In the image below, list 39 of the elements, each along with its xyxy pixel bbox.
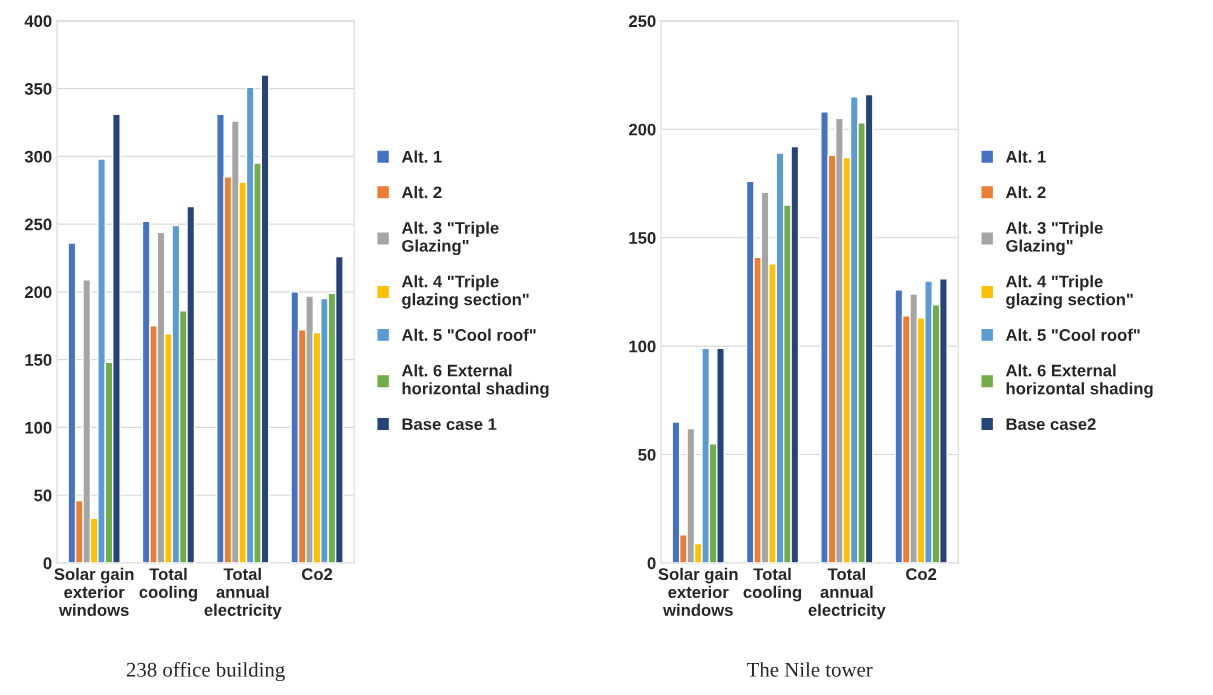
x-tick-label: Solar gain exterior windows (658, 567, 738, 617)
legend-label: Alt. 3 "Triple Glazing" (1005, 221, 1103, 256)
x-tick-label: Total cooling (139, 567, 197, 602)
legend-label: Alt. 1 (401, 150, 442, 163)
legend-label: Alt. 4 "Triple glazing section" (1005, 275, 1133, 309)
x-tick-label: Co2 (906, 568, 937, 581)
legend-label: Alt. 3 "Triple Glazing" (401, 221, 499, 256)
y-tick-label: 400 (24, 15, 52, 28)
legend-label: Base case 1 (402, 418, 497, 431)
x-tick-label: Co2 (301, 568, 333, 581)
legend-label: Alt. 2 (1005, 186, 1046, 199)
x-tick-label: Total annual electricity (808, 567, 886, 620)
x-tick-label: Total cooling (743, 567, 802, 602)
legend-label: Alt. 6 External horizontal shading (401, 364, 549, 398)
legend-label: Alt. 6 External horizontal shading (1005, 364, 1153, 398)
legend-label: Base case2 (1006, 418, 1096, 431)
legend-label: Alt. 4 "Triple glazing section" (401, 275, 529, 309)
legend-label: Alt. 2 (401, 186, 442, 199)
y-tick-label: 150 (25, 354, 52, 366)
x-tick-label: Solar gain exterior windows (54, 567, 134, 617)
y-tick-label: 50 (34, 489, 52, 502)
y-tick-label: 200 (24, 286, 52, 299)
y-tick-label: 250 (24, 218, 52, 231)
legend-label: Alt. 1 (1005, 150, 1046, 163)
legend-label: Alt. 5 "Cool roof" (401, 328, 536, 341)
y-tick-label: 150 (629, 232, 656, 244)
y-tick-label: 250 (629, 15, 656, 28)
y-tick-label: 0 (647, 557, 656, 570)
y-tick-label: 200 (629, 123, 656, 136)
y-tick-label: 50 (638, 448, 656, 461)
y-tick-label: 100 (25, 421, 52, 434)
text: 238 office building (126, 661, 285, 682)
y-tick-label: 300 (24, 150, 52, 163)
text: The Nile tower (747, 662, 873, 677)
x-tick-label: Total annual electricity (204, 567, 282, 620)
y-tick-label: 350 (24, 83, 52, 95)
y-tick-label: 100 (629, 340, 656, 353)
y-tick-label: 0 (43, 557, 52, 570)
legend-label: Alt. 5 "Cool roof" (1005, 328, 1140, 341)
